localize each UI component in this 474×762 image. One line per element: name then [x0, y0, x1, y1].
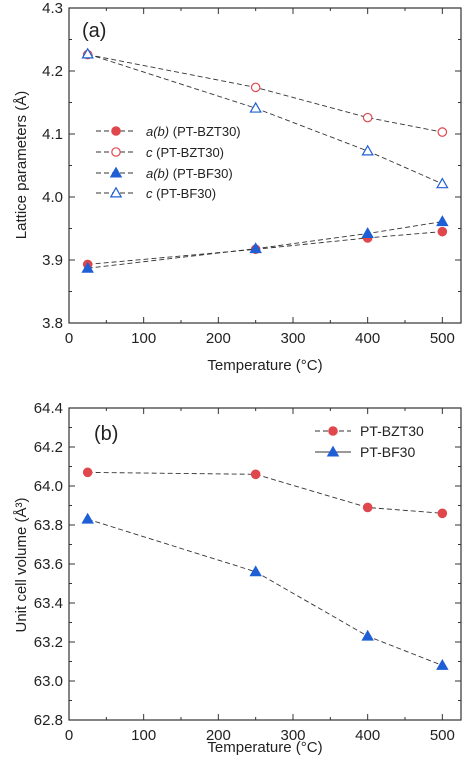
- legend-label-italic: a(b): [146, 166, 169, 181]
- panel-a-x-axis: 0 100 200 300 400 500: [65, 8, 455, 347]
- panel-a-series: [81, 47, 449, 273]
- panel-a-series-2-line: [87, 221, 443, 269]
- panel-a-x-tick-label: 200: [206, 330, 231, 347]
- panel-a-series-3-point: [436, 177, 449, 189]
- legend-marker: [111, 126, 121, 136]
- panel-a-y-tick-label: 3.9: [42, 252, 63, 269]
- panel-b-x-tick-label: 500: [430, 727, 455, 744]
- legend-marker: [111, 147, 121, 157]
- panel-a-series-2-point: [81, 261, 94, 273]
- legend-label: PT-BF30: [360, 444, 415, 460]
- panel-b-series-0-point: [250, 469, 261, 480]
- panel-a-series-3-line: [87, 53, 443, 185]
- legend-marker: [326, 445, 340, 457]
- panel-b-y-tick-label: 64.0: [34, 478, 63, 495]
- panel-a-y-title: Lattice parameters (Å): [13, 91, 30, 239]
- legend-label: a(b) (PT-BZT30): [146, 124, 241, 139]
- panel-b-series-1-point: [249, 565, 262, 577]
- panel-b-x-title: Temperature (°C): [207, 739, 322, 756]
- panel-b-series-1-line: [87, 518, 443, 666]
- panel-a-series-0-line: [87, 231, 443, 265]
- panel-b-series: [81, 467, 449, 670]
- panel-b-series-1-point: [361, 629, 374, 641]
- panel-b-series-1-point: [81, 512, 94, 524]
- panel-b-y-tick-label: 64.4: [34, 400, 63, 417]
- legend-label: a(b) (PT-BF30): [146, 166, 233, 181]
- panel-a-x-tick-label: 300: [280, 330, 305, 347]
- panel-b-x-tick-label: 400: [355, 727, 380, 744]
- panel-b-y-tick-label: 62.8: [34, 712, 63, 729]
- panel-b-y-tick-label: 63.0: [34, 673, 63, 690]
- legend-marker: [109, 166, 123, 178]
- panel-b-label: (b): [94, 423, 118, 445]
- panel-a-x-tick-label: 0: [65, 330, 73, 347]
- panel-b: (b) 0 100 200 300 400 500 62.8 63.0 63.2 63.4 63.…: [13, 400, 462, 756]
- panel-a-series-2-point: [436, 215, 449, 227]
- legend-marker: [109, 186, 123, 198]
- legend-label-text: (PT-BZT30): [153, 145, 225, 160]
- panel-a-series-1-line: [87, 54, 443, 133]
- panel-a-series-1-point: [437, 127, 448, 137]
- panel-a-x-title: Temperature (°C): [207, 357, 322, 374]
- panel-a-series-1-point: [250, 82, 261, 93]
- panel-a-series-2-point: [361, 227, 374, 239]
- panel-a-series-3-point: [81, 47, 94, 59]
- panel-a-legend: a(b) (PT-BZT30)c (PT-BZT30)a(b) (PT-BF30…: [96, 124, 241, 201]
- panel-b-series-0-point: [82, 467, 93, 478]
- panel-a-series-3-point: [249, 101, 262, 113]
- panel-b-series-0-point: [437, 508, 448, 519]
- panel-a-label: (a): [82, 20, 106, 42]
- panel-a-series-1-point: [362, 112, 373, 123]
- panel-a-y-tick-label: 4.1: [42, 126, 63, 143]
- panel-a-series-2-point: [249, 242, 262, 254]
- panel-a-y-tick-label: 4.3: [42, 0, 63, 17]
- panel-a-frame: [68, 7, 462, 324]
- legend-label-italic: c: [146, 186, 153, 201]
- legend-label: c (PT-BF30): [146, 186, 216, 201]
- legend-label-text: (PT-BF30): [153, 186, 217, 201]
- panel-a-series-3-point: [361, 144, 374, 156]
- panel-b-y-tick-label: 63.6: [34, 556, 63, 573]
- panel-b-y-tick-label: 64.2: [34, 439, 63, 456]
- panel-b-y-tick-label: 63.4: [34, 595, 63, 612]
- panel-a-series-0-point: [437, 226, 448, 237]
- legend-label-italic: c: [146, 145, 153, 160]
- panel-b-y-tick-label: 63.8: [34, 517, 63, 534]
- panel-b-x-tick-label: 100: [131, 727, 156, 744]
- panel-b-series-0-point: [362, 502, 373, 513]
- panel-b-x-tick-label: 200: [206, 727, 231, 744]
- panel-a-y-tick-label: 3.8: [42, 315, 63, 332]
- panel-b-y-axis: 62.8 63.0 63.2 63.4 63.6 63.8 64.0 64.2 64.4: [34, 400, 461, 729]
- legend-label-text: (PT-BF30): [169, 166, 233, 181]
- panel-b-x-tick-label: 0: [65, 727, 73, 744]
- panel-a-y-tick-label: 4.0: [42, 189, 63, 206]
- legend-label-italic: a(b): [146, 124, 169, 139]
- legend-marker: [328, 426, 338, 436]
- panel-a-x-tick-label: 500: [430, 330, 455, 347]
- legend-label: PT-BZT30: [360, 423, 424, 439]
- panel-a: (a) 0 100 200 300 400 500 3.83.94.04.14.24.3 …: [13, 0, 462, 374]
- panel-b-series-0-line: [87, 471, 443, 514]
- legend-label: c (PT-BZT30): [146, 145, 224, 160]
- panel-a-x-tick-label: 400: [355, 330, 380, 347]
- panel-b-legend: PT-BZT30 PT-BF30: [315, 423, 424, 460]
- panel-b-y-title: Unit cell volume (Å³): [13, 497, 30, 632]
- legend-label-text: (PT-BZT30): [169, 124, 241, 139]
- panel-b-y-tick-label: 63.2: [34, 634, 63, 651]
- panel-a-y-tick-label: 4.2: [42, 63, 63, 80]
- panel-b-x-axis: 0 100 200 300 400 500: [65, 408, 455, 744]
- panel-b-series-1-point: [436, 658, 449, 670]
- panel-a-y-axis: 3.8 3.9 4.0 4.1 4.2 4.3: [42, 0, 461, 332]
- panel-b-x-tick-label: 300: [280, 727, 305, 744]
- panel-a-x-tick-label: 100: [131, 330, 156, 347]
